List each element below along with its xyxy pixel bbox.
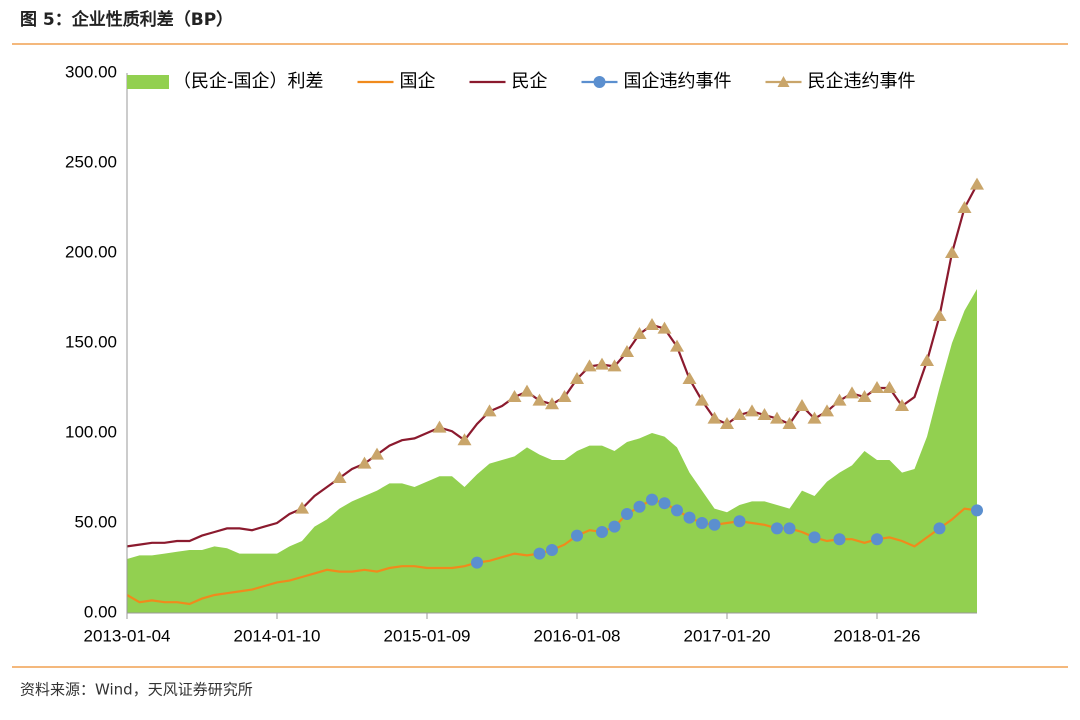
y-tick-label: 300.00 bbox=[65, 62, 117, 81]
event-marker bbox=[633, 500, 646, 513]
event-marker bbox=[570, 372, 584, 384]
event-marker bbox=[545, 397, 559, 410]
event-marker bbox=[557, 390, 572, 402]
y-tick-label: 150.00 bbox=[65, 332, 117, 351]
event-marker bbox=[932, 309, 947, 321]
event-marker bbox=[471, 556, 483, 569]
event-marker bbox=[520, 384, 534, 397]
event-marker bbox=[957, 201, 972, 213]
event-marker bbox=[933, 522, 946, 535]
event-marker bbox=[845, 386, 859, 399]
event-marker bbox=[870, 381, 884, 393]
x-tick-label: 2013-01-04 bbox=[84, 626, 171, 645]
y-tick-label: 200.00 bbox=[65, 242, 117, 261]
x-tick-label: 2014-01-10 bbox=[234, 626, 321, 645]
event-marker bbox=[683, 511, 696, 524]
event-marker bbox=[507, 390, 522, 402]
event-marker bbox=[745, 404, 759, 417]
event-marker bbox=[370, 447, 384, 460]
event-marker bbox=[620, 345, 634, 357]
legend-swatch bbox=[127, 75, 169, 89]
event-marker bbox=[658, 497, 671, 510]
event-marker bbox=[682, 372, 697, 384]
event-marker bbox=[708, 518, 721, 531]
event-marker bbox=[670, 339, 684, 352]
x-tick-label: 2018-01-26 bbox=[834, 626, 921, 645]
event-marker bbox=[733, 515, 746, 528]
event-marker bbox=[696, 517, 708, 529]
event-marker bbox=[332, 471, 347, 483]
event-marker bbox=[770, 411, 784, 424]
event-marker bbox=[482, 404, 497, 417]
event-marker bbox=[533, 547, 546, 560]
chart-title: 图 5：企业性质利差（BP） bbox=[20, 9, 233, 30]
event-marker bbox=[783, 522, 796, 535]
event-marker bbox=[895, 399, 909, 411]
legend-label: （民企-国企）利差 bbox=[173, 71, 324, 92]
event-marker bbox=[432, 420, 447, 433]
legend-marker bbox=[593, 76, 606, 88]
event-marker bbox=[771, 522, 783, 535]
event-marker bbox=[621, 508, 633, 520]
event-marker bbox=[757, 408, 772, 420]
event-marker bbox=[645, 318, 659, 330]
event-marker bbox=[608, 520, 621, 533]
x-tick-label: 2016-01-08 bbox=[534, 626, 621, 645]
event-marker bbox=[657, 321, 672, 334]
legend-label: 国企违约事件 bbox=[624, 71, 732, 92]
event-marker bbox=[795, 399, 809, 411]
event-marker bbox=[295, 501, 309, 514]
event-marker bbox=[707, 411, 722, 424]
event-marker bbox=[920, 354, 934, 366]
legend-label: 国企 bbox=[400, 71, 436, 92]
event-marker bbox=[671, 504, 683, 517]
event-marker bbox=[695, 393, 709, 406]
event-marker bbox=[732, 408, 747, 420]
event-marker bbox=[607, 359, 622, 372]
event-marker bbox=[782, 417, 797, 429]
event-marker bbox=[832, 393, 847, 406]
event-marker bbox=[720, 417, 734, 429]
y-tick-label: 50.00 bbox=[74, 512, 117, 531]
event-marker bbox=[595, 357, 609, 370]
event-marker bbox=[808, 531, 821, 544]
legend-marker bbox=[777, 76, 790, 87]
x-tick-label: 2015-01-09 bbox=[384, 626, 471, 645]
event-marker bbox=[833, 533, 846, 546]
y-tick-label: 250.00 bbox=[65, 152, 117, 171]
event-marker bbox=[882, 381, 897, 393]
spread-area bbox=[127, 289, 977, 613]
event-marker bbox=[857, 390, 872, 402]
event-marker bbox=[357, 456, 372, 469]
event-marker bbox=[457, 433, 472, 446]
y-tick-label: 0.00 bbox=[84, 602, 117, 621]
event-marker bbox=[632, 327, 647, 339]
y-tick-label: 100.00 bbox=[65, 422, 117, 441]
x-tick-label: 2017-01-20 bbox=[684, 626, 771, 645]
event-marker bbox=[871, 533, 883, 546]
event-marker bbox=[945, 246, 959, 258]
event-marker bbox=[596, 526, 608, 538]
event-marker bbox=[646, 493, 658, 506]
event-marker bbox=[546, 544, 558, 556]
event-marker bbox=[971, 504, 983, 517]
event-marker bbox=[820, 404, 834, 417]
legend-label: 民企违约事件 bbox=[808, 71, 916, 92]
event-marker bbox=[970, 177, 984, 190]
event-marker bbox=[532, 393, 547, 406]
event-marker bbox=[807, 411, 822, 424]
source-note: 资料来源：Wind，天风证券研究所 bbox=[20, 681, 253, 699]
event-marker bbox=[571, 529, 583, 542]
event-marker bbox=[582, 359, 597, 372]
legend-label: 民企 bbox=[512, 71, 548, 92]
